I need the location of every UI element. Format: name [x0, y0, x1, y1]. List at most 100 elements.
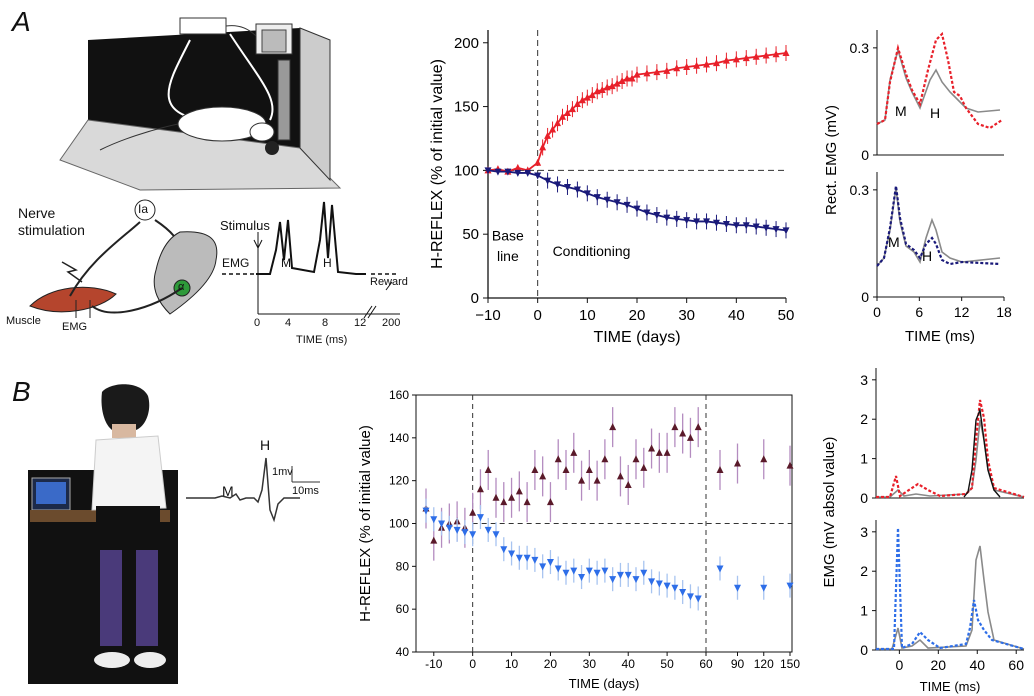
point-0-17 — [554, 455, 562, 463]
point-0-20 — [578, 476, 586, 484]
point-0-11 — [508, 493, 516, 501]
point-0-39 — [772, 50, 780, 58]
point-1-34 — [686, 593, 694, 601]
a-bot-y-tick-label-0: 0 — [861, 289, 869, 305]
y-axis-label: H-REFLEX (% of initial value) — [357, 425, 374, 622]
point-0-20 — [608, 82, 616, 90]
point-1-35 — [694, 595, 702, 603]
a-bot-y-tick-label-1: 0.3 — [850, 182, 870, 198]
a-bot-h-label: H — [922, 248, 932, 264]
point-0-11 — [563, 108, 571, 116]
point-1-4 — [524, 169, 532, 177]
point-0-27 — [632, 455, 640, 463]
b-bot-y-tick-label-2: 2 — [860, 563, 868, 579]
point-0-6 — [539, 143, 547, 151]
b-right-xlabel: TIME (ms) — [920, 679, 981, 694]
scale-v-label: 1mv — [272, 466, 293, 478]
point-0-32 — [703, 60, 711, 68]
reward-label: Reward — [370, 276, 408, 288]
point-1-0 — [484, 167, 492, 175]
x-tick-label-0: -10 — [425, 657, 443, 671]
point-0-30 — [683, 63, 691, 71]
point-0-16 — [588, 91, 596, 99]
point-0-10 — [500, 498, 508, 506]
stimulus-label: Stimulus — [220, 218, 270, 233]
x-tick-label-1: 0 — [469, 657, 476, 671]
point-1-27 — [632, 576, 640, 584]
point-1-21 — [585, 567, 593, 575]
apparatus-drawing — [59, 17, 342, 191]
point-1-29 — [648, 578, 656, 586]
point-0-9 — [554, 119, 562, 127]
point-0-28 — [640, 463, 648, 471]
point-1-23 — [712, 219, 720, 227]
panel-letter-b: B — [12, 376, 31, 407]
b-top-y-tick-label-3: 3 — [860, 372, 868, 388]
point-0-21 — [585, 465, 593, 473]
point-1-39 — [786, 582, 794, 590]
point-1-12 — [603, 196, 611, 204]
point-0-38 — [760, 455, 768, 463]
point-1-5 — [534, 172, 542, 180]
trace-x-tick-2: 8 — [322, 317, 329, 329]
point-1-4 — [453, 526, 461, 534]
point-1-3 — [514, 169, 522, 177]
a-bot-x-tick-label-0: 0 — [873, 304, 881, 320]
point-0-6 — [469, 508, 477, 516]
a-bot-x-tick-label-1: 6 — [915, 304, 923, 320]
point-0-15 — [539, 472, 547, 480]
point-0-29 — [648, 444, 656, 452]
point-0-7 — [544, 131, 552, 139]
point-0-19 — [570, 448, 578, 456]
a-bot-gray-trace — [876, 187, 1001, 267]
point-0-36 — [742, 54, 750, 62]
point-1-12 — [515, 554, 523, 562]
y-tick-label-1: 60 — [396, 602, 410, 616]
point-1-17 — [554, 565, 562, 573]
point-1-25 — [732, 222, 740, 230]
b-bot-x-tick-label-3: 60 — [1008, 657, 1024, 673]
y-tick-label-3: 100 — [389, 517, 409, 531]
point-0-23 — [623, 74, 631, 82]
y-tick-label-4: 200 — [454, 35, 479, 52]
point-0-12 — [515, 487, 523, 495]
point-0-14 — [578, 96, 586, 104]
point-0-32 — [671, 423, 679, 431]
point-1-14 — [623, 201, 631, 209]
point-1-9 — [573, 186, 581, 194]
point-1-6 — [469, 531, 477, 539]
annotation-conditioning: Conditioning — [553, 243, 631, 259]
point-1-16 — [546, 559, 554, 567]
x-tick-label-9: 120 — [754, 657, 774, 671]
x-tick-label-4: 30 — [678, 307, 695, 324]
point-1-8 — [484, 526, 492, 534]
point-0-39 — [786, 461, 794, 469]
point-1-15 — [633, 205, 641, 213]
point-1-37 — [734, 584, 741, 592]
point-0-29 — [673, 64, 681, 72]
x-tick-label-5: 40 — [728, 307, 745, 324]
trace-h-label: H — [323, 256, 332, 270]
point-1-14 — [531, 556, 539, 564]
point-0-18 — [598, 85, 606, 93]
b-top-red-trace — [876, 399, 1025, 499]
annotation-baseline-2: line — [497, 248, 519, 264]
annotation-baseline-1: Base — [492, 228, 524, 244]
y-tick-label-6: 160 — [389, 388, 409, 402]
trace-emg-label: EMG — [222, 256, 250, 270]
point-0-34 — [686, 433, 694, 441]
point-0-1 — [430, 536, 438, 544]
point-0-13 — [573, 100, 581, 108]
point-1-7 — [554, 181, 562, 189]
point-0-33 — [712, 59, 720, 67]
ia-label: Ia — [138, 202, 149, 216]
human-m-label: M — [222, 483, 234, 499]
point-1-0 — [422, 507, 430, 515]
trace-m-label: M — [281, 256, 291, 270]
point-0-22 — [593, 476, 601, 484]
a-bot-x-tick-label-3: 18 — [996, 304, 1012, 320]
x-tick-label-2: 10 — [579, 307, 596, 324]
